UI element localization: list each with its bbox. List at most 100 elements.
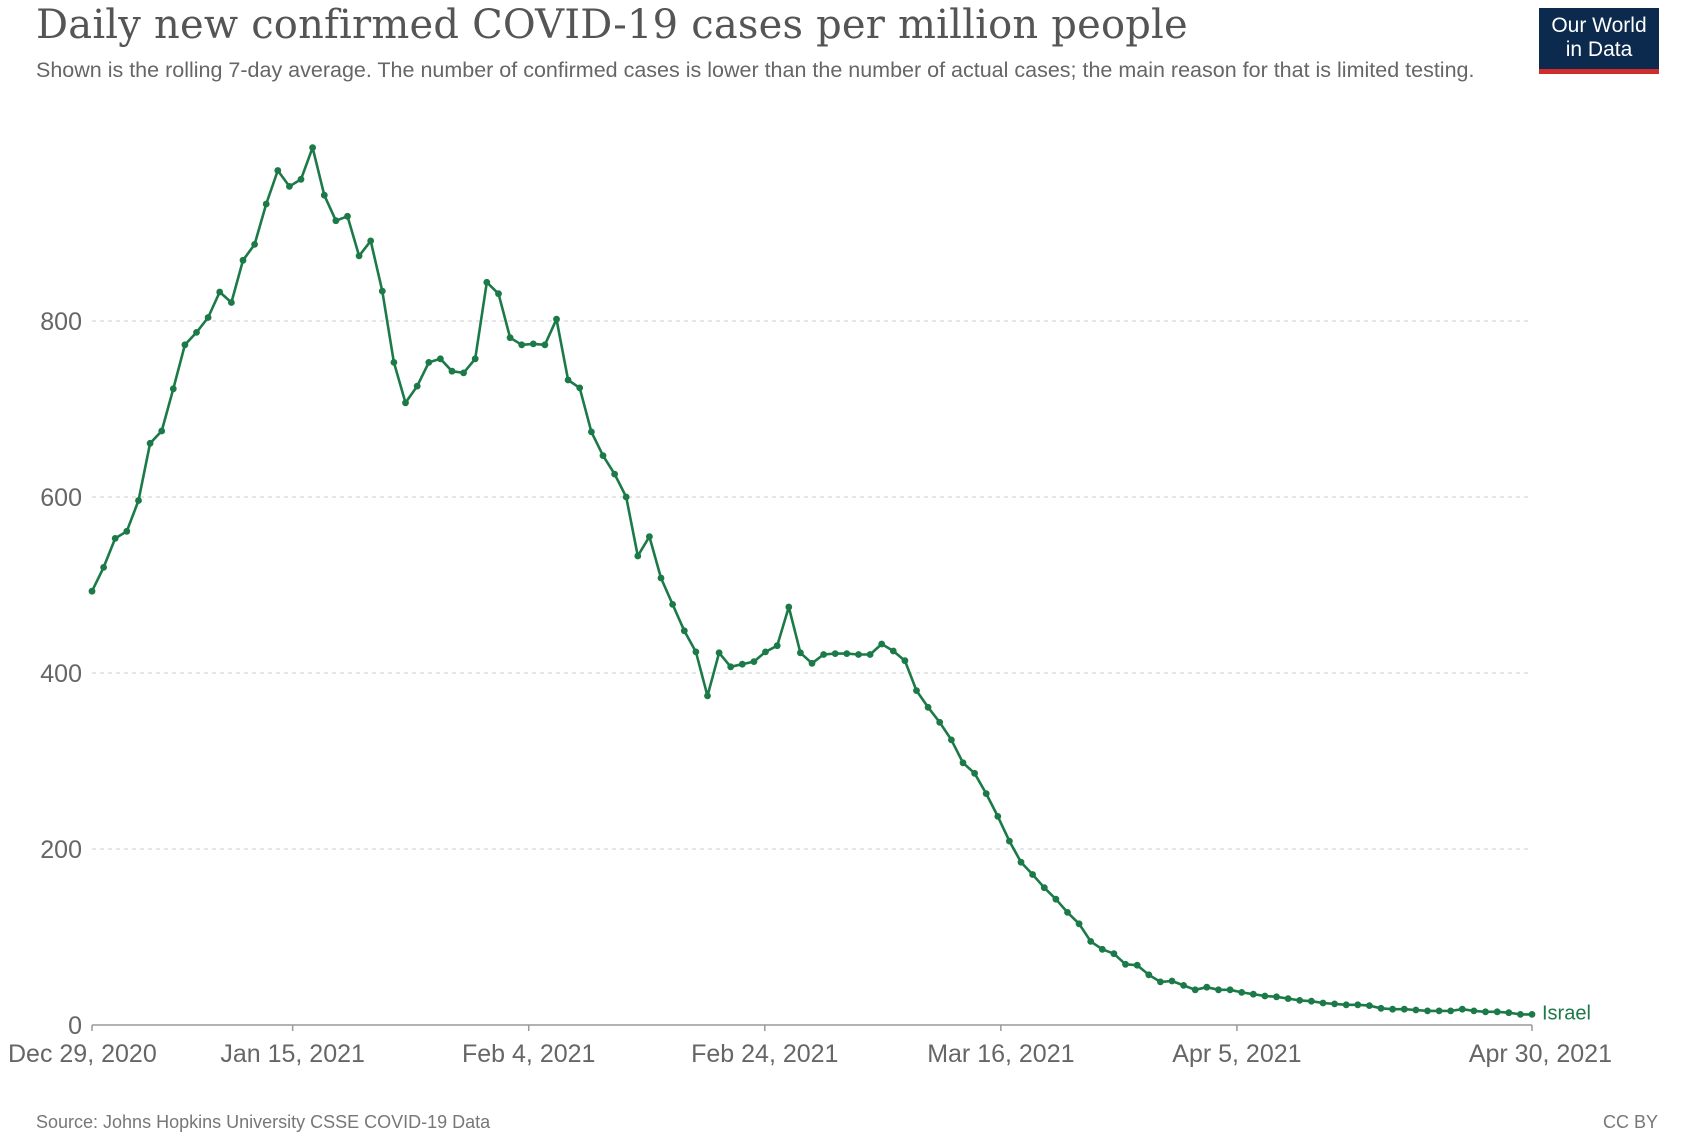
data-point[interactable]: [1238, 989, 1246, 996]
data-point[interactable]: [541, 341, 549, 349]
owid-logo[interactable]: Our World in Data: [1539, 8, 1659, 74]
data-point[interactable]: [390, 359, 398, 366]
data-point[interactable]: [1157, 978, 1164, 986]
data-point[interactable]: [808, 659, 816, 667]
data-point[interactable]: [611, 470, 618, 478]
data-point[interactable]: [1122, 960, 1129, 968]
data-point[interactable]: [913, 687, 920, 694]
data-point[interactable]: [692, 648, 700, 656]
data-point[interactable]: [228, 299, 235, 306]
data-point[interactable]: [936, 718, 944, 726]
data-point[interactable]: [1226, 986, 1234, 994]
data-point[interactable]: [344, 212, 351, 220]
data-point[interactable]: [216, 288, 224, 296]
data-point[interactable]: [355, 252, 363, 260]
data-point[interactable]: [669, 601, 676, 608]
data-point[interactable]: [889, 647, 897, 655]
data-point[interactable]: [274, 167, 282, 174]
data-point[interactable]: [1249, 990, 1257, 998]
data-point[interactable]: [495, 290, 502, 298]
data-point[interactable]: [1191, 986, 1199, 994]
data-point[interactable]: [1006, 837, 1013, 845]
series-line[interactable]: [90, 146, 1532, 1016]
data-point[interactable]: [1342, 1001, 1350, 1009]
data-point[interactable]: [1064, 909, 1071, 916]
data-point[interactable]: [309, 144, 316, 152]
data-point[interactable]: [1366, 1002, 1373, 1009]
data-point[interactable]: [982, 790, 990, 797]
data-point[interactable]: [1145, 971, 1153, 979]
data-point[interactable]: [797, 649, 804, 657]
data-point[interactable]: [1528, 1011, 1536, 1018]
data-point[interactable]: [111, 535, 119, 542]
data-point[interactable]: [553, 315, 560, 323]
data-point[interactable]: [1470, 1007, 1478, 1015]
data-point[interactable]: [1087, 938, 1095, 945]
data-point[interactable]: [320, 191, 328, 199]
data-point[interactable]: [1447, 1007, 1455, 1015]
data-point[interactable]: [704, 692, 711, 700]
data-point[interactable]: [750, 658, 758, 665]
data-point[interactable]: [1029, 871, 1036, 878]
data-point[interactable]: [1110, 950, 1118, 958]
data-point[interactable]: [262, 200, 270, 208]
data-point[interactable]: [506, 334, 514, 342]
data-point[interactable]: [1203, 983, 1211, 991]
data-point[interactable]: [1354, 1001, 1362, 1009]
data-point[interactable]: [866, 651, 874, 658]
data-point[interactable]: [773, 642, 781, 650]
data-point[interactable]: [88, 587, 96, 595]
data-point[interactable]: [251, 241, 258, 248]
data-point[interactable]: [437, 355, 444, 363]
data-point[interactable]: [297, 175, 305, 183]
data-point[interactable]: [413, 382, 421, 390]
data-point[interactable]: [425, 359, 433, 366]
data-point[interactable]: [1505, 1009, 1513, 1017]
data-point[interactable]: [715, 649, 723, 657]
data-point[interactable]: [1412, 1006, 1420, 1014]
data-point[interactable]: [286, 183, 293, 190]
data-point[interactable]: [135, 497, 142, 504]
data-point[interactable]: [146, 439, 154, 447]
data-point[interactable]: [204, 314, 212, 321]
data-point[interactable]: [471, 355, 479, 363]
data-point[interactable]: [1168, 977, 1176, 985]
data-point[interactable]: [680, 627, 688, 635]
data-point[interactable]: [100, 564, 107, 571]
data-point[interactable]: [971, 769, 978, 777]
data-point[interactable]: [239, 256, 247, 264]
data-point[interactable]: [169, 385, 177, 393]
data-point[interactable]: [564, 376, 572, 384]
data-point[interactable]: [1180, 982, 1187, 989]
data-point[interactable]: [1331, 1000, 1338, 1008]
data-point[interactable]: [959, 759, 967, 767]
data-point[interactable]: [1296, 997, 1304, 1004]
data-point[interactable]: [1075, 920, 1083, 928]
data-point[interactable]: [855, 651, 862, 658]
data-point[interactable]: [483, 278, 491, 286]
data-point[interactable]: [367, 237, 375, 245]
data-point[interactable]: [448, 367, 456, 375]
data-point[interactable]: [657, 574, 665, 582]
data-point[interactable]: [599, 452, 607, 459]
data-point[interactable]: [1040, 884, 1048, 892]
data-point[interactable]: [1389, 1005, 1396, 1013]
data-point[interactable]: [1517, 1011, 1524, 1018]
data-point[interactable]: [622, 493, 630, 501]
data-point[interactable]: [332, 217, 340, 225]
data-point[interactable]: [588, 428, 595, 436]
data-point[interactable]: [1017, 858, 1025, 866]
data-point[interactable]: [994, 813, 1002, 820]
data-point[interactable]: [123, 527, 131, 535]
data-point[interactable]: [924, 703, 932, 711]
data-point[interactable]: [1377, 1004, 1385, 1012]
data-point[interactable]: [878, 640, 886, 648]
data-point[interactable]: [1493, 1008, 1501, 1016]
data-point[interactable]: [1261, 992, 1269, 1000]
data-point[interactable]: [727, 663, 735, 671]
data-point[interactable]: [1052, 895, 1060, 903]
data-point[interactable]: [1308, 997, 1315, 1005]
data-point[interactable]: [1458, 1005, 1466, 1013]
data-point[interactable]: [901, 657, 909, 665]
data-point[interactable]: [518, 341, 526, 349]
